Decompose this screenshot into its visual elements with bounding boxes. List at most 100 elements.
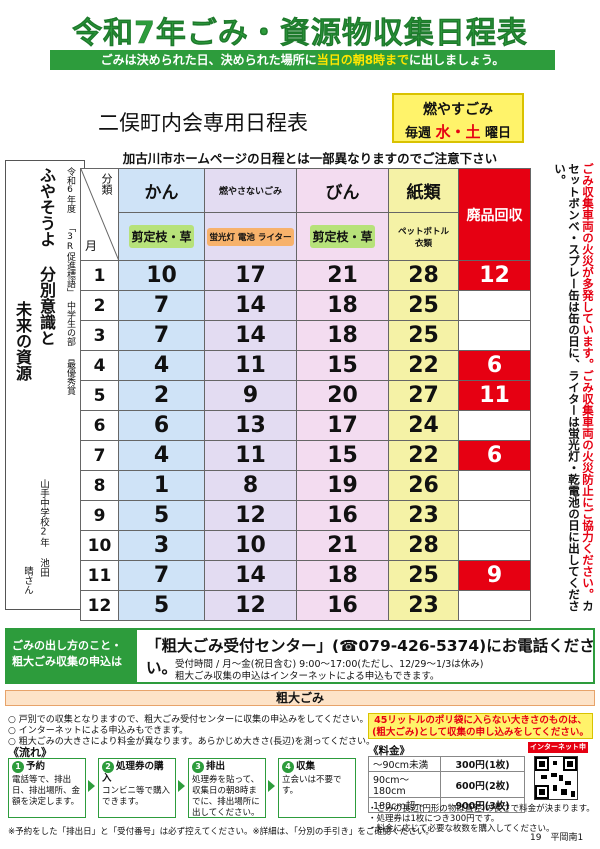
table-row: 1 10 17 21 28 12 bbox=[80, 260, 531, 291]
date-cell bbox=[458, 290, 531, 321]
corner-cell: 分類月 bbox=[80, 168, 119, 261]
column-subheader: 剪定枝・草 bbox=[296, 212, 389, 261]
date-cell: 5 bbox=[118, 590, 205, 621]
date-cell: 25 bbox=[388, 290, 459, 321]
fire-warning-line-1: ごみ収集車両の火災が多発しています。 bbox=[581, 163, 595, 370]
flow-step-number: 3 bbox=[192, 761, 204, 773]
date-cell: 27 bbox=[388, 380, 459, 411]
burnable-day-values: 水・土 bbox=[435, 123, 481, 141]
flow-step-heading: 3 排出 bbox=[192, 761, 262, 773]
month-cell: 8 bbox=[80, 470, 119, 501]
subtitle-pre: ごみは決められた日、決められた場所に bbox=[100, 53, 317, 67]
burnable-suffix: 曜日 bbox=[485, 126, 512, 141]
subheader-badge: 蛍光灯 電池 ライター bbox=[207, 227, 294, 246]
subheader-badge: 剪定枝・草 bbox=[129, 225, 194, 248]
page-title: 令和7年ごみ・資源物収集日程表 bbox=[72, 16, 528, 52]
date-cell: 4 bbox=[118, 440, 205, 471]
fee-note-1: ・ごみの長辺(円形の物は直径)の長さで料金が決まります。 bbox=[368, 804, 595, 814]
subtitle-post: に出しましょう。 bbox=[409, 53, 505, 67]
flow-step-heading: 2 処理券の購入 bbox=[102, 761, 172, 784]
flow-step-title: 予約 bbox=[26, 761, 46, 772]
fee-price: 900円(3枚) bbox=[440, 797, 525, 813]
date-cell: 19 bbox=[296, 470, 389, 501]
subheader-badge: 剪定枝・草 bbox=[310, 225, 375, 248]
date-cell: 11 bbox=[204, 440, 297, 471]
date-cell: 11 bbox=[458, 380, 531, 411]
contact-label-line-1: ごみの出し方のこと・ bbox=[12, 639, 122, 652]
burnable-days-box: 燃やすごみ 毎週 水・土 曜日 bbox=[392, 93, 524, 143]
month-cell: 6 bbox=[80, 410, 119, 441]
fee-size: 180cm超～ bbox=[368, 797, 441, 813]
date-cell: 18 bbox=[296, 290, 389, 321]
flow-step-title: 収集 bbox=[296, 761, 316, 772]
month-cell: 3 bbox=[80, 320, 119, 351]
bulky-line-1: ○ 戸別での収集となりますので、粗大ごみ受付センターに収集の申込みをしてください… bbox=[8, 715, 369, 725]
flow-arrow-icon bbox=[88, 780, 95, 792]
date-cell: 25 bbox=[388, 560, 459, 591]
flow-step: 1 予約 電話等で、排出日、排出場所、金額を決定します。 bbox=[8, 758, 86, 818]
month-cell: 12 bbox=[80, 590, 119, 621]
poster-award: 最優秀賞 bbox=[65, 359, 75, 395]
month-cell: 7 bbox=[80, 440, 119, 471]
date-cell: 14 bbox=[204, 560, 297, 591]
bag-size-warning-line-1: 45リットルのポリ袋に入らない大きさのものは、 bbox=[374, 715, 587, 726]
flow-step: 2 処理券の購入 コンビニ等で購入できます。 bbox=[98, 758, 176, 818]
table-row: 3 7 14 18 25 bbox=[80, 320, 531, 351]
date-cell: 14 bbox=[204, 290, 297, 321]
slogan-panel: 令和6年度 「3R促進標語」 中学生の部 最優秀賞 ふやそうよ 分別意識と 未来… bbox=[5, 160, 85, 610]
date-cell: 10 bbox=[118, 260, 205, 291]
date-cell: 11 bbox=[204, 350, 297, 381]
flow-arrow-icon bbox=[178, 780, 185, 792]
date-cell bbox=[458, 410, 531, 441]
contact-label: ごみの出し方のこと・ 粗大ごみ収集の申込は bbox=[7, 630, 137, 682]
date-cell: 1 bbox=[118, 470, 205, 501]
burnable-prefix: 毎週 bbox=[404, 126, 431, 141]
table-row: 8 1 8 19 26 bbox=[80, 470, 531, 501]
date-cell: 22 bbox=[388, 350, 459, 381]
slogan-line-1: ふやそうよ 分別意識と bbox=[37, 167, 56, 346]
date-cell: 25 bbox=[388, 320, 459, 351]
column-header: 紙類 bbox=[388, 168, 459, 213]
subtitle-banner: ごみは決められた日、決められた場所に当日の朝8時までに出しましょう。 bbox=[50, 50, 555, 70]
contact-hours: 受付時間 / 月～金(祝日含む) 9:00～17:00(ただし、12/29～1/… bbox=[175, 659, 484, 670]
fee-label: 《料金》 bbox=[368, 745, 410, 757]
table-row: 9 5 12 16 23 bbox=[80, 500, 531, 531]
schedule-notice: 加古川市ホームページの日程とは一部異なりますのでご注意下さい bbox=[90, 148, 530, 170]
date-cell bbox=[458, 470, 531, 501]
poster-division: 中学生の部 bbox=[65, 301, 75, 346]
slogan-line-2: 未来の資源 bbox=[13, 301, 32, 381]
date-cell: 16 bbox=[296, 590, 389, 621]
date-cell: 2 bbox=[118, 380, 205, 411]
date-cell: 9 bbox=[458, 560, 531, 591]
date-cell: 7 bbox=[118, 320, 205, 351]
date-cell: 26 bbox=[388, 470, 459, 501]
table-row: 11 7 14 18 25 9 bbox=[80, 560, 531, 591]
table-row: 7 4 11 15 22 6 bbox=[80, 440, 531, 471]
date-cell: 21 bbox=[296, 260, 389, 291]
poster-campaign: 「3R促進標語」 bbox=[65, 223, 75, 297]
internet-application-badge: インターネット申込 bbox=[528, 742, 588, 762]
fee-row: ～90cm未満 300円(1枚) bbox=[368, 756, 525, 772]
qr-code-icon[interactable] bbox=[534, 756, 578, 800]
flow-step-title: 排出 bbox=[206, 761, 226, 772]
contact-net-note: 粗大ごみ収集の申込はインターネットによる申込もできます。 bbox=[175, 671, 440, 682]
column-subheader: ペットボトル 衣類 bbox=[388, 212, 459, 261]
date-cell: 28 bbox=[388, 260, 459, 291]
date-cell: 4 bbox=[118, 350, 205, 381]
date-cell: 23 bbox=[388, 590, 459, 621]
flow-step-heading: 1 予約 bbox=[12, 761, 82, 773]
date-cell: 6 bbox=[118, 410, 205, 441]
table-row: 12 5 12 16 23 bbox=[80, 590, 531, 621]
flow-step-title: 処理券の購入 bbox=[102, 761, 164, 784]
column-header: びん bbox=[296, 168, 389, 213]
fee-note-2: ・処理券は1枚につき300円です。 bbox=[368, 814, 500, 824]
date-cell: 5 bbox=[118, 500, 205, 531]
flow-step-text: 処理券を貼って、収集日の朝8時までに、排出場所に出してください。 bbox=[192, 775, 260, 818]
fire-warning-line-3: カセットボンベ・スプレー缶は缶の日に、ライターは蛍光灯・乾電池の日に出してくださ… bbox=[553, 163, 595, 612]
date-cell: 21 bbox=[296, 530, 389, 561]
month-cell: 5 bbox=[80, 380, 119, 411]
date-cell: 12 bbox=[204, 590, 297, 621]
bulky-waste-heading: 粗大ごみ bbox=[5, 690, 595, 706]
table-row: 5 2 9 20 27 11 bbox=[80, 380, 531, 411]
date-cell: 10 bbox=[204, 530, 297, 561]
